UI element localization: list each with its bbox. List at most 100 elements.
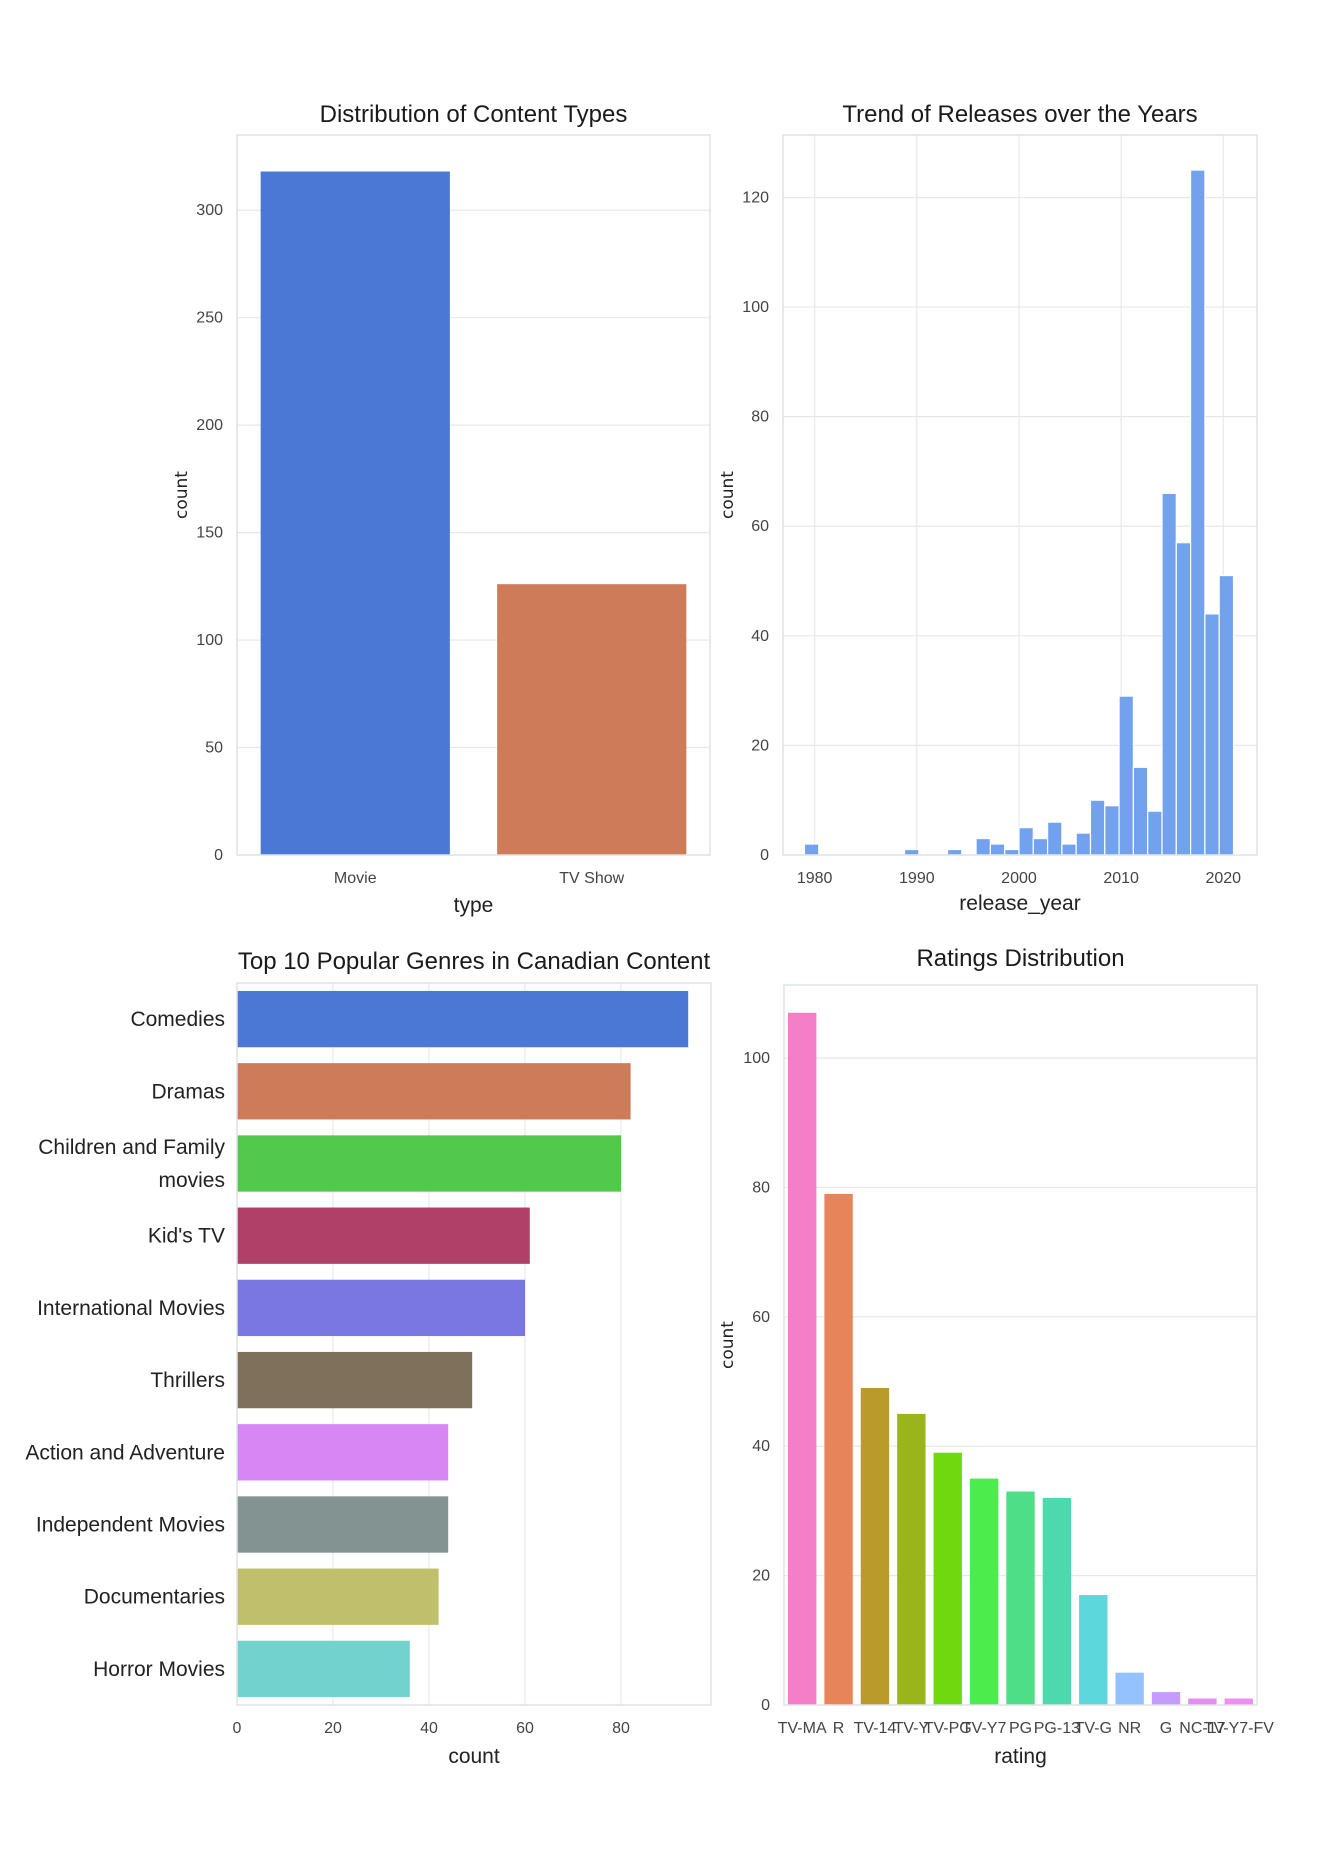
- x-tick-label: TV-MA: [778, 1720, 827, 1737]
- genre-label: Children and Family: [38, 1136, 225, 1159]
- x-tick-label: 60: [516, 1720, 534, 1737]
- genre-label: movies: [158, 1169, 225, 1192]
- y-tick-label: 60: [751, 518, 769, 535]
- genre-label: Documentaries: [84, 1586, 225, 1609]
- rating-bar: [1079, 1595, 1108, 1705]
- y-tick-label: 20: [752, 1568, 770, 1585]
- histogram-bar: [1189, 169, 1206, 856]
- x-tick-label: TV-Y: [894, 1720, 930, 1737]
- x-tick-label: 0: [233, 1720, 242, 1737]
- histogram-bar: [1147, 810, 1163, 856]
- x-tick-label: 80: [612, 1720, 630, 1737]
- histogram-bar: [1075, 832, 1092, 856]
- rating-bar: [1188, 1698, 1217, 1705]
- histogram-bar: [1104, 805, 1120, 856]
- x-tick-label: TV-G: [1075, 1720, 1112, 1737]
- y-tick-label: 60: [752, 1309, 770, 1326]
- x-tick-label: R: [833, 1720, 845, 1737]
- genre-bar: [237, 990, 689, 1048]
- genre-bar: [237, 1135, 621, 1192]
- x-axis-label: count: [448, 1745, 500, 1768]
- y-tick-label: 200: [196, 417, 223, 434]
- genre-bar: [237, 1496, 449, 1553]
- axes-frame: [783, 984, 1258, 1706]
- histogram-bar: [803, 843, 820, 856]
- histogram-bar: [903, 848, 920, 856]
- x-tick-label: TV-Y7: [962, 1720, 1007, 1737]
- x-axis-label: rating: [994, 1745, 1047, 1768]
- histogram-bar: [1161, 492, 1177, 856]
- histogram-bar: [1089, 799, 1106, 856]
- histogram-bar: [1204, 613, 1220, 856]
- axes-frame: [236, 982, 712, 1706]
- rating-bar: [1006, 1491, 1035, 1705]
- rating-bar: [1224, 1698, 1253, 1705]
- rating-bar: [933, 1452, 962, 1705]
- x-tick-label: TV Show: [559, 870, 624, 887]
- y-tick-label: 50: [205, 740, 223, 757]
- axes-frame: [782, 134, 1258, 856]
- x-tick-label: 20: [324, 1720, 342, 1737]
- x-tick-label: 2010: [1103, 870, 1139, 887]
- rating-bar: [969, 1478, 999, 1705]
- chart-title: Ratings Distribution: [916, 945, 1124, 972]
- chart-title: Trend of Releases over the Years: [842, 101, 1197, 128]
- bar-movie: [260, 171, 450, 856]
- x-tick-label: PG-13: [1034, 1720, 1080, 1737]
- x-tick-label: TV-Y7-FV: [1204, 1720, 1275, 1737]
- rating-bar: [1115, 1672, 1144, 1705]
- genre-label: Thrillers: [150, 1369, 225, 1392]
- top-genres-chart: Top 10 Popular Genres in Canadian Conten…: [25, 948, 712, 1768]
- y-tick-label: 0: [214, 847, 223, 864]
- genre-label: Horror Movies: [93, 1658, 225, 1681]
- y-tick-label: 100: [196, 632, 223, 649]
- genre-bar: [237, 1351, 473, 1409]
- genre-bar: [237, 1424, 449, 1481]
- x-tick-label: 40: [420, 1720, 438, 1737]
- x-tick-label: TV-14: [854, 1720, 897, 1737]
- histogram-bar: [1218, 574, 1235, 856]
- y-tick-label: 120: [742, 189, 769, 206]
- chart-title: Top 10 Popular Genres in Canadian Conten…: [238, 948, 711, 975]
- histogram-bar: [1132, 766, 1149, 856]
- y-tick-label: 20: [751, 737, 769, 754]
- y-tick-label: 0: [760, 847, 769, 864]
- chart-title: Distribution of Content Types: [320, 101, 628, 128]
- x-tick-label: G: [1160, 1720, 1172, 1737]
- histogram-bar: [1018, 827, 1034, 856]
- histogram-bar: [975, 837, 991, 856]
- y-tick-label: 0: [761, 1697, 770, 1714]
- genre-label: International Movies: [37, 1297, 225, 1320]
- release-years-histogram: Trend of Releases over the Years 0 20 40 60 8…: [718, 101, 1258, 915]
- x-tick-label: 2000: [1001, 870, 1037, 887]
- genre-bar: [237, 1063, 631, 1120]
- rating-bar: [860, 1388, 890, 1705]
- rating-bar: [788, 1012, 817, 1705]
- axes-frame: [236, 134, 711, 856]
- genre-label: Kid's TV: [148, 1225, 225, 1248]
- genre-bar: [237, 1568, 439, 1625]
- y-tick-label: 40: [751, 628, 769, 645]
- histogram-bar: [946, 848, 963, 856]
- histogram-bar: [1032, 837, 1049, 856]
- rating-bar: [897, 1413, 926, 1705]
- y-axis-label: count: [718, 471, 738, 519]
- histogram-bar: [1061, 843, 1077, 856]
- x-tick-label: Movie: [334, 870, 377, 887]
- ratings-distribution-chart: Ratings Distribution 0 20 40 60 80 100 TV-MA R TV…: [718, 945, 1274, 1768]
- rating-bar: [824, 1193, 853, 1705]
- histogram-bar: [1118, 695, 1134, 856]
- histogram-bar: [1046, 821, 1063, 856]
- x-tick-label: 1990: [899, 870, 935, 887]
- histogram-bar: [989, 843, 1006, 856]
- x-tick-label: 2020: [1205, 870, 1241, 887]
- x-axis-label: release_year: [959, 892, 1080, 915]
- x-tick-label: 1980: [797, 870, 833, 887]
- content-types-chart: Distribution of Content Types 0 50 100 150 20…: [172, 101, 711, 917]
- y-tick-label: 40: [752, 1438, 770, 1455]
- y-tick-label: 250: [196, 310, 223, 327]
- rating-bar: [1042, 1497, 1072, 1705]
- genre-label: Dramas: [151, 1080, 225, 1103]
- y-axis-label: count: [718, 1321, 738, 1369]
